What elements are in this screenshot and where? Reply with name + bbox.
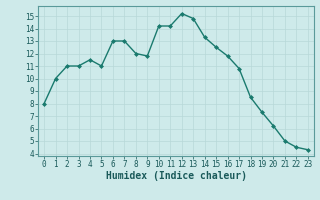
X-axis label: Humidex (Indice chaleur): Humidex (Indice chaleur)	[106, 171, 246, 181]
